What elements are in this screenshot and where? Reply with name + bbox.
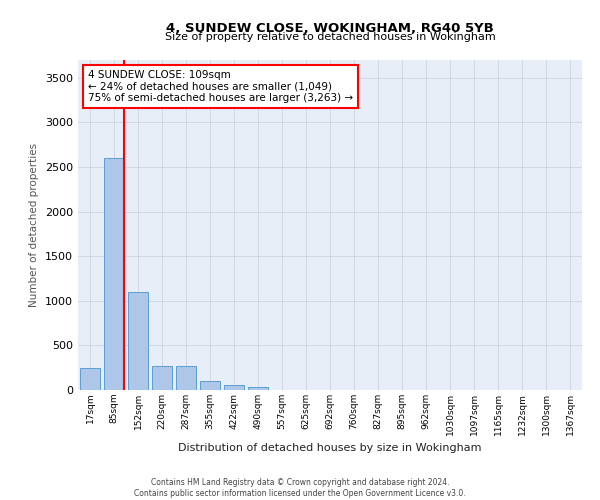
Text: Size of property relative to detached houses in Wokingham: Size of property relative to detached ho… [164,32,496,42]
Bar [224,384,244,390]
Text: 4 SUNDEW CLOSE: 109sqm
← 24% of detached houses are smaller (1,049)
75% of semi-: 4 SUNDEW CLOSE: 109sqm ← 24% of detached… [88,70,353,103]
Bar [104,158,124,390]
Y-axis label: Number of detached properties: Number of detached properties [29,143,40,307]
Text: Contains HM Land Registry data © Crown copyright and database right 2024.
Contai: Contains HM Land Registry data © Crown c… [134,478,466,498]
X-axis label: Distribution of detached houses by size in Wokingham: Distribution of detached houses by size … [178,443,482,453]
Bar [152,366,172,390]
Bar [128,292,148,390]
Bar [176,366,196,390]
Bar [80,368,100,390]
Text: 4, SUNDEW CLOSE, WOKINGHAM, RG40 5YB: 4, SUNDEW CLOSE, WOKINGHAM, RG40 5YB [166,22,494,36]
Bar [248,388,268,390]
Bar [200,381,220,390]
